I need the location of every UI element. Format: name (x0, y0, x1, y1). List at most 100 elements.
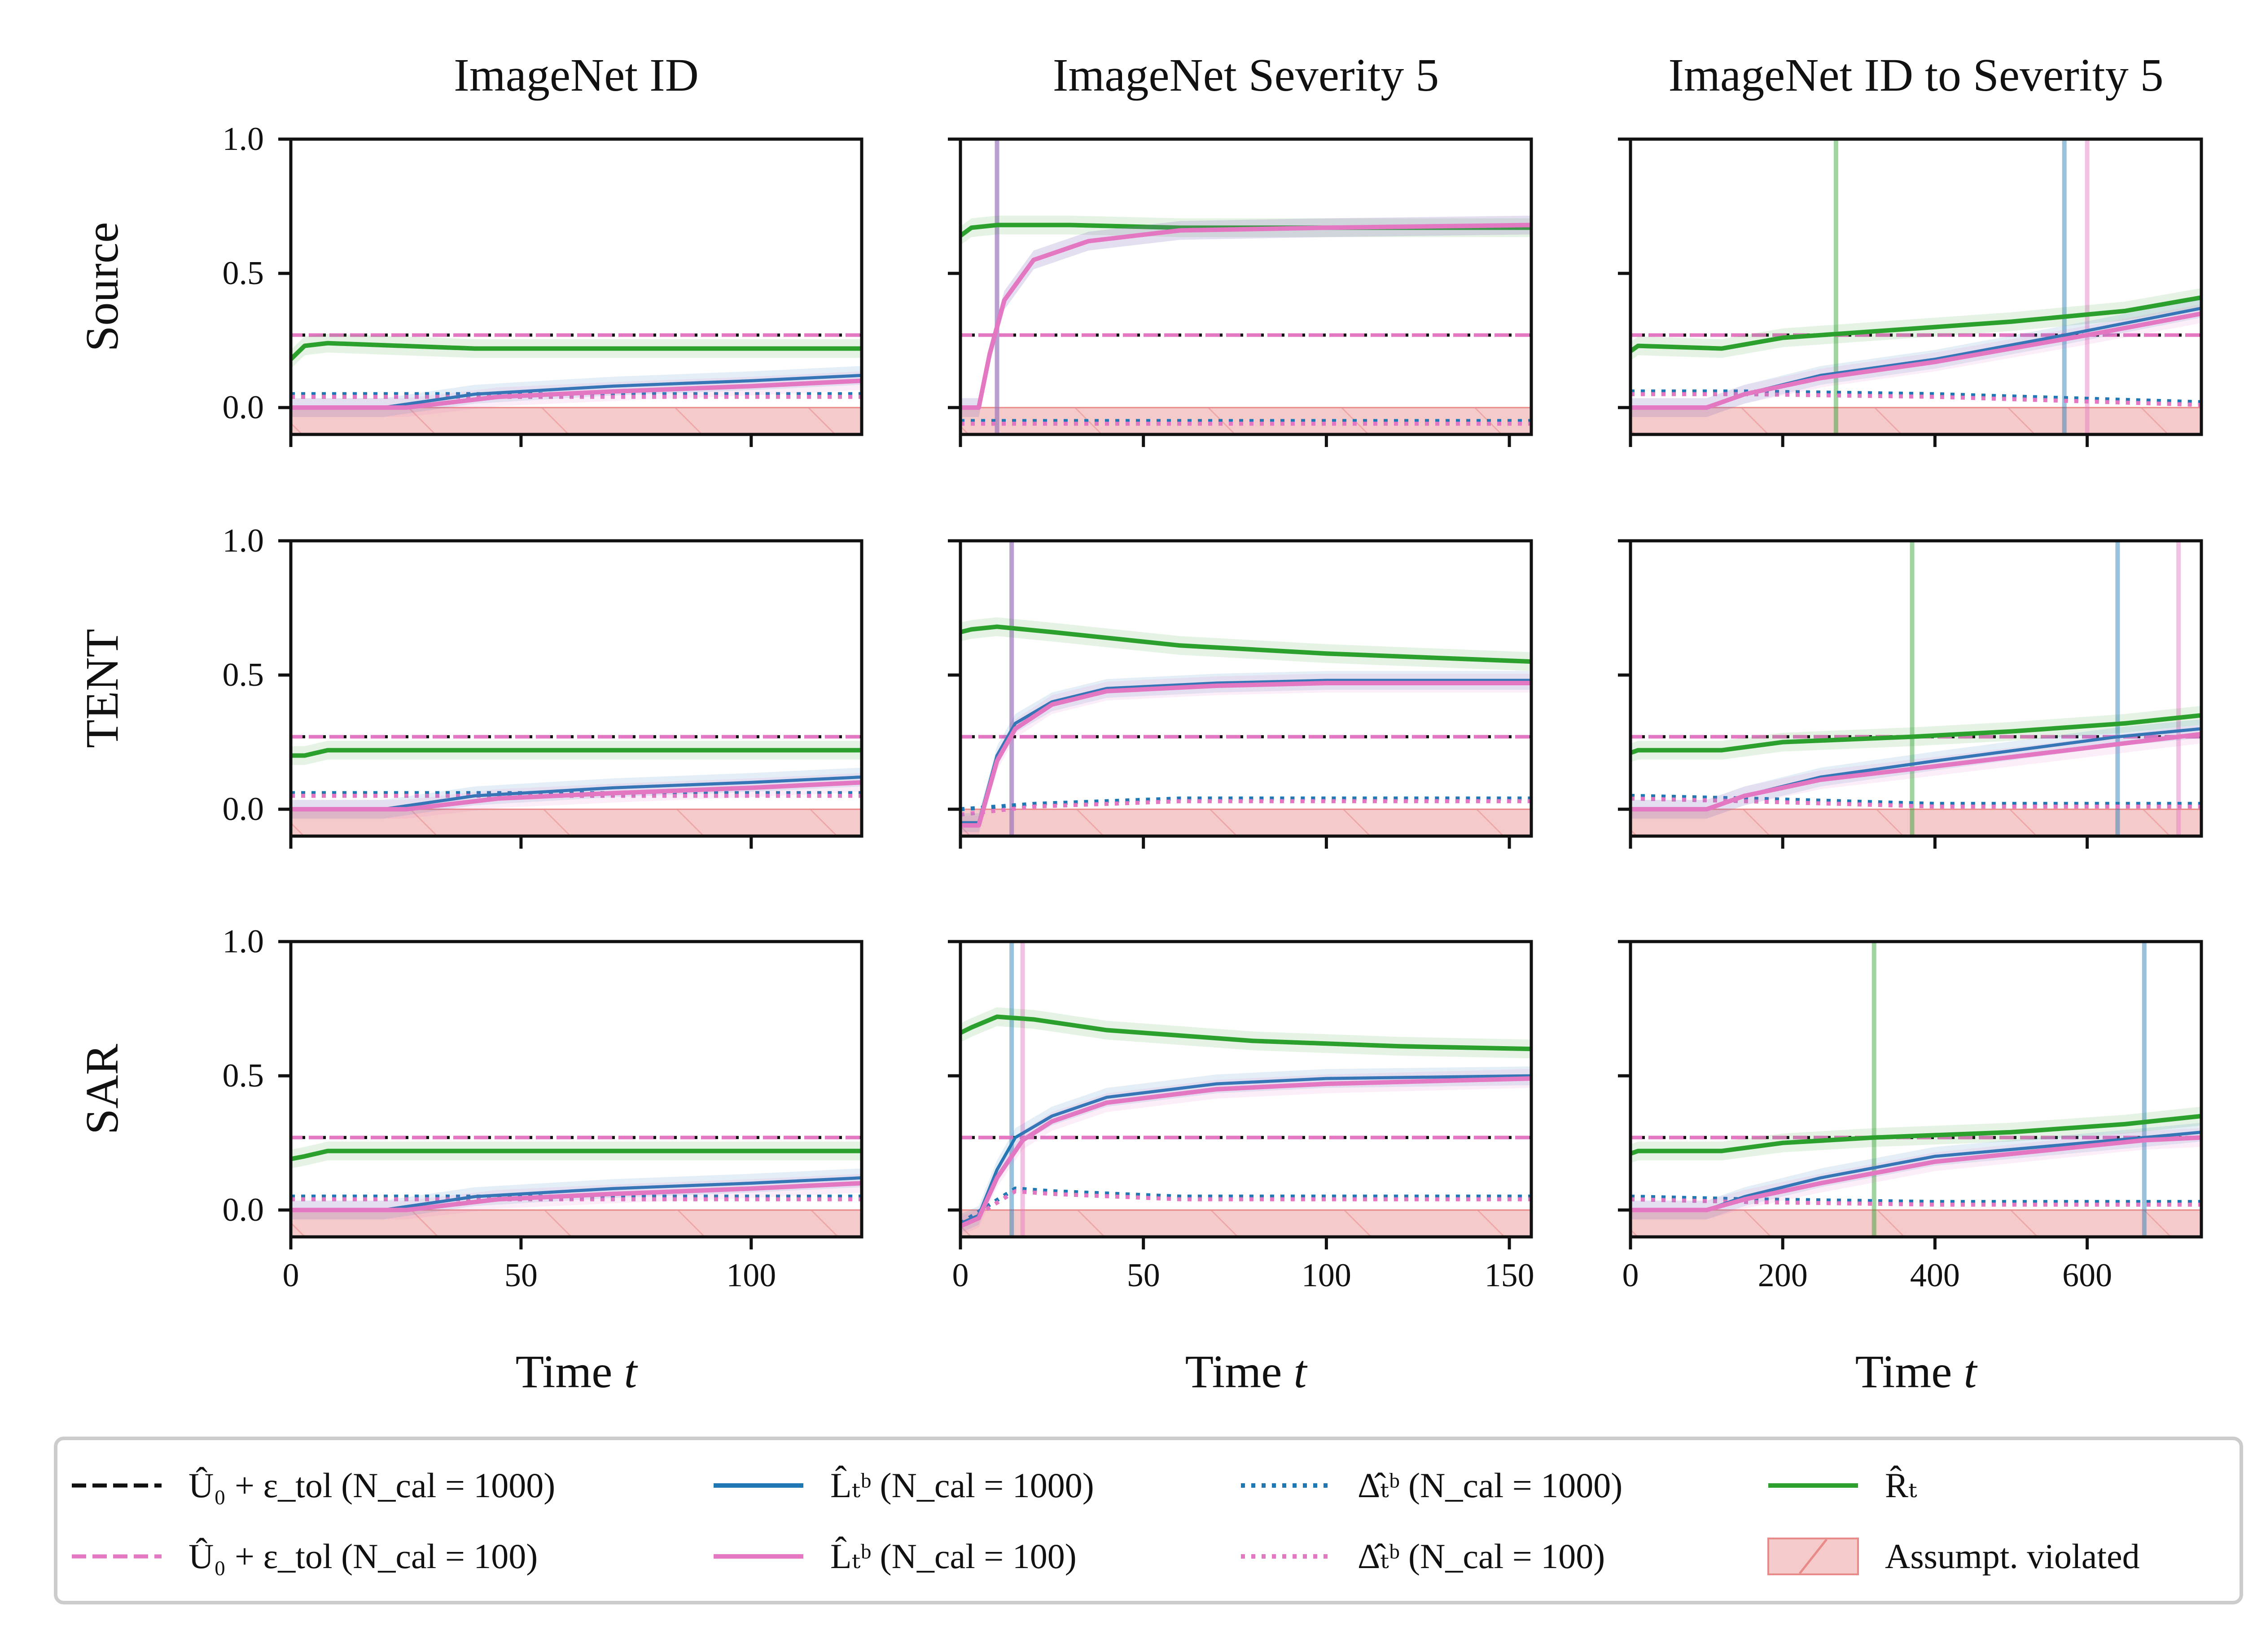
band-L_1000 (960, 1066, 1531, 1233)
legend-item-violation: Assumpt. violated (1767, 1537, 2140, 1576)
axes-frame (289, 539, 863, 838)
axes-frame (1629, 539, 2203, 838)
violation-hatch (1630, 408, 2201, 434)
panel-0-1: ImageNet Severity 5 (948, 49, 1533, 447)
band-R (291, 741, 862, 765)
legend-item-R: R̂̂ₜ (1768, 1466, 1917, 1505)
ytick-label: 1.0 (223, 522, 264, 559)
series-L_100 (1630, 311, 2201, 410)
series-L_100 (291, 780, 862, 812)
legend-item-D_1000: Δ̂ₜᵇ (N_cal = 1000) (1241, 1466, 1622, 1505)
series-L_100 (960, 1076, 1531, 1228)
band-R (291, 1141, 862, 1169)
legend-label: Û₀ + ε_tol (N_cal = 100) (188, 1537, 538, 1576)
violation-hatch (1630, 1210, 2201, 1237)
row-label: Source (76, 222, 128, 352)
series-R (291, 748, 862, 758)
legend-item-L_100: L̂ₜᵇ (N_cal = 100) (714, 1537, 1077, 1576)
series-D_1000 (1630, 793, 2201, 806)
ytick-label: 0.5 (223, 657, 264, 693)
series-L_100 (1630, 1135, 2201, 1213)
plot-area (960, 139, 1531, 434)
legend-item-D_100: Δ̂ₜᵇ (N_cal = 100) (1241, 1537, 1605, 1576)
legend-frame (54, 1437, 2243, 1604)
series-D_100 (960, 1189, 1531, 1228)
violation-hatch (1630, 809, 2201, 836)
legend-label: Assumpt. violated (1885, 1537, 2140, 1576)
band-R (291, 333, 862, 369)
axes-frame (959, 137, 1533, 436)
legend: Û₀ + ε_tol (N_cal = 1000) Û₀ + ε_tol (N_c… (54, 1437, 2243, 1604)
series-D_100 (1630, 1197, 2201, 1207)
band-L_100 (960, 674, 1531, 835)
axes-frame (289, 940, 863, 1239)
series-D_1000 (1630, 389, 2201, 404)
plot-area (1630, 139, 2201, 434)
axes-frame (1629, 137, 2203, 436)
axes-frame (1629, 940, 2203, 1239)
xtick-label: 200 (1758, 1257, 1808, 1294)
legend-label: Δ̂ₜᵇ (N_cal = 1000) (1358, 1466, 1622, 1505)
violation-hatch (291, 408, 862, 434)
panel-1-2 (1618, 539, 2203, 849)
panel-2-0: 0.0 0.5 1.0 0 50 100 SAR Time t (76, 923, 863, 1398)
plot-area (291, 735, 862, 836)
series-R (291, 341, 862, 361)
panel-0-2: ImageNet ID to Severity 5 (1618, 49, 2203, 447)
plot-area (1630, 942, 2201, 1237)
band-R (960, 1007, 1531, 1059)
ytick-label: 1.0 (223, 923, 264, 960)
column-title: ImageNet ID to Severity 5 (1668, 49, 2163, 101)
band-L_100 (960, 1069, 1531, 1236)
series-D_1000 (960, 796, 1531, 811)
column-title: ImageNet ID (454, 49, 699, 101)
axes-frame (959, 539, 1533, 838)
x-axis-title: Time t (516, 1346, 638, 1398)
series-R (1630, 713, 2201, 755)
axes-frame (959, 940, 1533, 1239)
band-L_100 (960, 215, 1531, 417)
legend-hatch (1799, 1538, 1828, 1574)
legend-item-u_thr_1000: Û₀ + ε_tol (N_cal = 1000) (72, 1466, 555, 1505)
xtick-label: 0 (283, 1257, 299, 1294)
series-R (960, 1014, 1531, 1052)
panel-1-1 (948, 539, 1533, 849)
band-L_100 (1630, 724, 2201, 819)
series-R (1630, 295, 2201, 353)
series-L_100 (291, 378, 862, 410)
x-axis-title: Time t (1855, 1346, 1978, 1398)
series-R (1630, 1113, 2201, 1156)
series-L_100 (960, 223, 1531, 410)
panel-1-0: 0.0 0.5 1.0 TENT (76, 522, 863, 849)
series-R (960, 624, 1531, 664)
legend-item-u_thr_100: Û₀ + ε_tol (N_cal = 100) (72, 1537, 538, 1576)
series-R (291, 1148, 862, 1161)
series-L_100 (291, 1181, 862, 1213)
panel-2-1: 0 50 100 150 Time t (948, 940, 1534, 1398)
panel-0-0: 0.0 0.5 1.0 ImageNet ID Source (76, 49, 863, 447)
plot-area (960, 541, 1531, 836)
xtick-label: 400 (1910, 1257, 1960, 1294)
ytick-label: 0.5 (223, 255, 264, 292)
legend-label: Û₀ + ε_tol (N_cal = 1000) (188, 1466, 555, 1505)
legend-label: L̂ₜᵇ (N_cal = 1000) (830, 1466, 1094, 1505)
plot-area (291, 333, 862, 434)
xtick-label: 150 (1485, 1257, 1534, 1294)
ytick-label: 0.0 (223, 1192, 264, 1228)
xtick-label: 0 (1622, 1257, 1639, 1294)
legend-item-L_1000: L̂ₜᵇ (N_cal = 1000) (714, 1466, 1094, 1505)
series-L_100 (1630, 732, 2201, 812)
xtick-label: 100 (1302, 1257, 1351, 1294)
series-D_100 (1630, 392, 2201, 407)
ytick-label: 0.0 (223, 791, 264, 828)
panels-group: 0.0 0.5 1.0 ImageNet ID Source ImageNet Sever… (76, 49, 2203, 1398)
xtick-label: 600 (2062, 1257, 2112, 1294)
ytick-label: 1.0 (223, 121, 264, 158)
violation-hatch (960, 809, 1531, 836)
legend-label: L̂ₜᵇ (N_cal = 100) (830, 1537, 1077, 1576)
ytick-label: 0.0 (223, 389, 264, 426)
axes-frame (289, 137, 863, 436)
series-D_100 (960, 799, 1531, 817)
band-L_1000 (960, 671, 1531, 833)
